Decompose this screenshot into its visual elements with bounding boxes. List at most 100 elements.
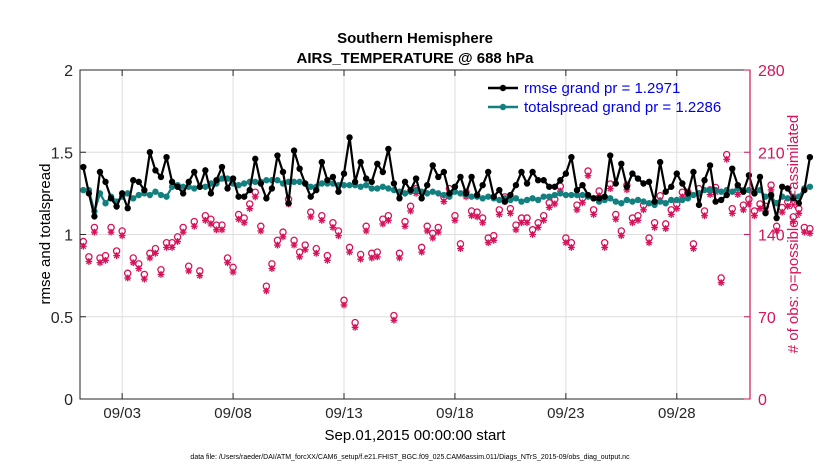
rmse-point [152, 167, 159, 174]
rmse-point [546, 183, 553, 190]
obs-assimilated-point [789, 218, 797, 225]
star-stroke [779, 209, 786, 216]
obs-assimilated-point [201, 217, 209, 224]
star-stroke [668, 211, 675, 218]
obs-assimilated-point [562, 239, 570, 247]
star-stroke [368, 255, 375, 261]
rmse-point [252, 155, 259, 163]
spread-point [690, 191, 697, 199]
spread-point [634, 196, 642, 204]
obs-assimilated-point [384, 217, 392, 224]
rmse-point [274, 152, 281, 159]
spread-point [579, 191, 586, 199]
star-stroke [180, 229, 187, 236]
rmse-point [507, 191, 514, 199]
obs-assimilated-point [379, 220, 387, 228]
obs-assimilated-point [440, 198, 448, 205]
star-stroke [757, 205, 763, 212]
star-stroke [690, 245, 697, 252]
legend-spread-label: totalspread grand pr = 1.2286 [524, 99, 721, 116]
obs-assimilated-point [79, 242, 87, 250]
star-stroke [213, 226, 220, 233]
x-tick-label: 09/08 [214, 405, 252, 422]
spread-point [274, 177, 281, 184]
spread-point [435, 190, 442, 197]
star-stroke [196, 272, 203, 279]
spread-point [645, 200, 653, 207]
rmse-point [496, 186, 503, 194]
rmse-point [679, 180, 686, 187]
rmse-point [695, 201, 703, 209]
spread-point [623, 196, 631, 204]
star-stroke [551, 201, 558, 207]
rmse-point [601, 193, 608, 200]
obs-assimilated-point [434, 228, 442, 236]
rmse-point [401, 178, 409, 186]
star-stroke [307, 213, 314, 220]
rmse-point [218, 163, 226, 171]
spread-point [379, 183, 387, 190]
rmse-point [773, 214, 780, 222]
obs-assimilated-point [701, 212, 708, 220]
spread-point [546, 193, 553, 200]
rmse-point [179, 190, 187, 197]
obs-assimilated-point [529, 231, 536, 238]
rmse-point [340, 170, 348, 177]
rmse-point [301, 180, 309, 187]
obs-assimilated-point [756, 205, 764, 213]
star-stroke [379, 221, 386, 227]
rmse-point [573, 186, 581, 194]
rmse-point [102, 178, 109, 186]
obs-assimilated-point [523, 219, 531, 227]
rmse-point [362, 175, 370, 182]
rmse-point [778, 183, 786, 190]
star-stroke [496, 211, 503, 218]
obs-assimilated-point [429, 234, 437, 242]
obs-assimilated-point [113, 252, 121, 260]
star-stroke [662, 225, 669, 232]
obs-assimilated-point [407, 207, 414, 215]
spread-point [557, 190, 564, 197]
obs-assimilated-point [296, 253, 304, 261]
obs-assimilated-point [673, 205, 681, 213]
obs-assimilated-point [390, 316, 398, 324]
rmse-point [429, 162, 436, 169]
star-stroke [524, 219, 530, 226]
rmse-point [468, 173, 475, 181]
obs-assimilated-point [235, 215, 243, 223]
chart-title: Southern Hemisphere [337, 30, 493, 47]
rmse-point [107, 195, 115, 202]
y-right-tick-label: 0 [758, 392, 767, 409]
line-marks [80, 134, 814, 222]
rmse-point [656, 158, 664, 166]
spread-point [512, 195, 520, 202]
spread-point [346, 181, 353, 189]
spread-point [202, 183, 209, 190]
spread-point [318, 180, 326, 187]
rmse-point [91, 213, 98, 220]
spread-point [368, 185, 375, 192]
star-stroke [318, 217, 325, 224]
obs-assimilated-point [800, 228, 808, 236]
star-stroke [252, 193, 259, 200]
spread-point [618, 200, 625, 207]
spread-point [146, 191, 154, 199]
star-stroke [529, 231, 536, 238]
y-axis-left-label: rmse and totalspread [37, 164, 54, 305]
obs-assimilated-point [584, 172, 592, 180]
rmse-point [229, 175, 237, 182]
rmse-point [346, 134, 353, 141]
rmse-point [457, 173, 464, 181]
star-stroke [185, 268, 192, 274]
y-left-tick-label: 0.5 [51, 310, 73, 327]
obs-assimilated-point [246, 205, 254, 213]
star-stroke [97, 259, 103, 266]
rmse-point [246, 186, 253, 194]
obs-assimilated-point [318, 217, 326, 224]
star-stroke [263, 287, 270, 294]
spread-point [729, 188, 736, 195]
star-stroke [574, 206, 580, 213]
obs-assimilated-point [590, 211, 597, 218]
spread-point [135, 191, 142, 199]
star-stroke [113, 252, 120, 259]
